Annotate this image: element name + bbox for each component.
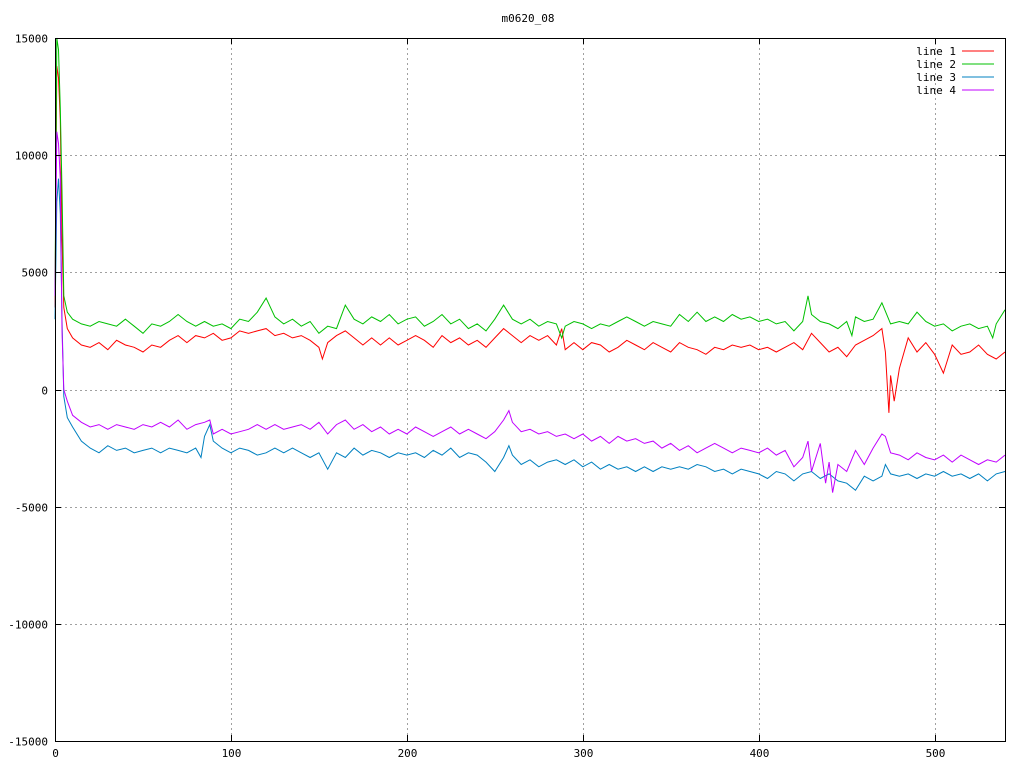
x-tick-label: 500	[926, 747, 946, 760]
axis-ticks: 0 100 200 300 400 500 -15000 -10000 -5000 0 5000 10…	[8, 33, 1005, 760]
y-tick-label: -10000	[8, 619, 48, 632]
y-tick-label: 15000	[15, 33, 48, 46]
grid	[55, 38, 1005, 741]
y-tick-label: -5000	[15, 502, 48, 515]
y-tick-label: -15000	[8, 736, 48, 749]
y-tick-label: 0	[41, 385, 48, 398]
series-line-3-line	[54, 178, 1006, 492]
x-tick-label: 300	[574, 747, 594, 760]
x-tick-label: 400	[750, 747, 770, 760]
series-line-4-line	[54, 131, 1006, 493]
series-line-2-line	[54, 37, 1006, 340]
chart-title: m0620_08	[502, 12, 555, 25]
legend-label: line 4	[916, 84, 956, 97]
x-tick-label: 0	[52, 747, 59, 760]
y-tick-label: 5000	[22, 267, 49, 280]
legend-label: line 1	[916, 45, 956, 58]
series-line-1-line	[54, 66, 1006, 413]
legend-label: line 3	[916, 71, 956, 84]
y-tick-label: 10000	[15, 150, 48, 163]
series-group	[54, 37, 1006, 493]
x-tick-label: 100	[222, 747, 242, 760]
x-tick-label: 200	[398, 747, 418, 760]
legend-label: line 2	[916, 58, 956, 71]
